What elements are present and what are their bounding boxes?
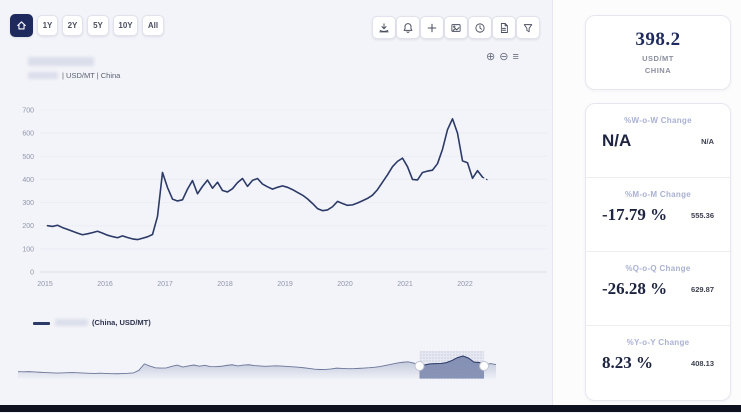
latest-price-region: CHINA (644, 66, 672, 75)
range-button-all[interactable]: All (142, 15, 164, 36)
bottom-dark-bar (0, 405, 741, 412)
range-navigator[interactable] (0, 345, 552, 393)
latest-price-value: 398.2 (635, 29, 681, 50)
svg-text:400: 400 (22, 177, 34, 184)
document-icon (500, 22, 508, 33)
range-button-1y[interactable]: 1Y (37, 15, 58, 36)
download-button[interactable] (372, 16, 396, 39)
mom-change-value: -17.79 % (602, 205, 668, 224)
qoq-change-ref: 629.87 (691, 284, 714, 294)
svg-text:2018: 2018 (217, 281, 233, 288)
home-button[interactable] (10, 14, 33, 37)
menu-icon[interactable]: ≡ (512, 51, 521, 63)
latest-price-card: 398.2 USD/MT CHINA (585, 15, 731, 90)
summary-panel: 398.2 USD/MT CHINA %W-o-W Change N/A N/A… (552, 0, 741, 405)
price-line-chart: 0 100 200 300 400 500 600 700 2015 2016 2017 2018 20… (22, 108, 547, 288)
svg-text:2021: 2021 (397, 281, 413, 288)
bell-icon (403, 22, 413, 33)
svg-text:2016: 2016 (97, 281, 113, 288)
legend-line-swatch (33, 322, 50, 325)
blurred-product-subname (28, 72, 58, 79)
wow-change-section: %W-o-W Change N/A N/A (586, 104, 730, 177)
svg-text:2020: 2020 (337, 281, 353, 288)
svg-text:600: 600 (22, 131, 34, 138)
alert-button[interactable] (396, 16, 420, 39)
home-icon (17, 21, 26, 30)
add-button[interactable] (420, 16, 444, 39)
filter-button[interactable] (516, 16, 540, 39)
navigator-handle-left[interactable] (414, 361, 425, 371)
range-button-10y[interactable]: 10Y (113, 15, 138, 36)
svg-text:200: 200 (22, 223, 34, 230)
yoy-change-label: %Y-o-Y Change (626, 338, 690, 347)
gallery-button[interactable] (444, 16, 468, 39)
qoq-change-value: -26.28 % (602, 279, 668, 298)
svg-text:0: 0 (30, 270, 34, 277)
mom-change-section: %M-o-M Change -17.79 % 555.36 (586, 177, 730, 251)
download-icon (379, 22, 389, 32)
svg-text:2017: 2017 (157, 281, 173, 288)
mom-change-label: %M-o-M Change (624, 190, 692, 199)
svg-text:2019: 2019 (277, 281, 293, 288)
range-button-5y[interactable]: 5Y (87, 15, 109, 36)
yoy-change-value: 8.23 % (602, 353, 653, 372)
zoom-out-icon[interactable]: ⊖ (499, 51, 511, 63)
qoq-change-section: %Q-o-Q Change -26.28 % 629.87 (586, 251, 730, 325)
svg-text:300: 300 (22, 200, 34, 207)
chart-panel: 1Y 2Y 5Y 10Y All (0, 14, 552, 393)
plus-icon (427, 23, 437, 32)
svg-text:500: 500 (22, 154, 34, 161)
latest-price-unit: USD/MT (642, 54, 674, 63)
svg-text:2015: 2015 (37, 281, 53, 288)
blurred-product-title (28, 57, 94, 66)
gallery-icon (451, 23, 461, 32)
svg-text:700: 700 (22, 108, 34, 115)
wow-change-label: %W-o-W Change (624, 116, 692, 125)
changes-card: %W-o-W Change N/A N/A %M-o-M Change -17.… (585, 103, 731, 401)
mom-change-ref: 555.36 (691, 210, 714, 220)
blurred-legend-name (55, 319, 88, 326)
navigator-handle-right[interactable] (479, 361, 490, 371)
zoom-in-icon[interactable]: ⊕ (486, 51, 498, 63)
yoy-change-section: %Y-o-Y Change 8.23 % 408.13 (586, 325, 730, 399)
chart-zoom-controls: ⊕ ⊖ ≡ (486, 51, 521, 63)
wow-change-value: N/A (602, 131, 632, 150)
filter-icon (523, 23, 533, 32)
chart-subtitle: | USD/MT | China (62, 71, 121, 80)
report-button[interactable] (492, 16, 516, 39)
yoy-change-ref: 408.13 (691, 358, 714, 368)
qoq-change-label: %Q-o-Q Change (625, 264, 691, 273)
wow-change-ref: N/A (701, 136, 714, 146)
range-button-2y[interactable]: 2Y (62, 15, 83, 36)
history-button[interactable] (468, 16, 492, 39)
svg-text:2022: 2022 (457, 281, 473, 288)
clock-icon (475, 22, 485, 33)
svg-text:100: 100 (22, 246, 34, 253)
legend-label[interactable]: (China, USD/MT) (92, 318, 151, 327)
